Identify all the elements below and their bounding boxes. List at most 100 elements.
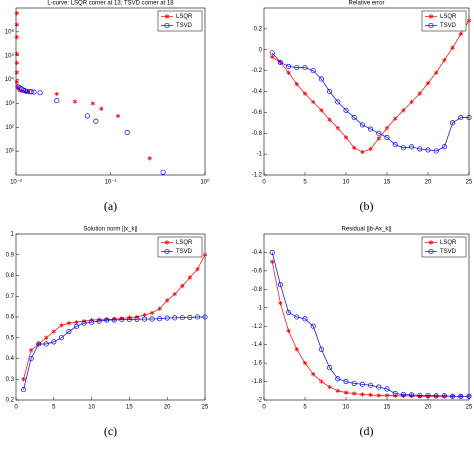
x-tick-label: 10 <box>88 405 95 411</box>
circle-marker <box>441 393 447 399</box>
circle-marker <box>157 316 163 322</box>
legend-marker <box>164 248 170 255</box>
star-marker <box>466 18 472 23</box>
y-tick-label: -0.6 <box>252 110 263 116</box>
circle-marker <box>58 335 64 341</box>
y-tick-label: 10⁵ <box>5 52 15 59</box>
x-tick-label: 10⁻² <box>10 180 22 186</box>
star-marker <box>384 125 390 131</box>
star-marker <box>368 392 373 398</box>
x-tick-label: 10 <box>343 405 350 411</box>
circle-marker <box>84 113 90 119</box>
circle-marker <box>179 315 185 321</box>
y-tick-label: -0.4 <box>252 250 263 256</box>
star-marker <box>59 323 64 328</box>
circle-marker <box>93 118 99 124</box>
caption: (a) <box>104 199 117 213</box>
star-marker <box>335 125 340 131</box>
x-tick-label: 5 <box>52 405 56 411</box>
star-marker <box>319 379 324 384</box>
star-marker <box>286 70 291 75</box>
circle-marker <box>66 328 72 335</box>
y-tick-label: 1 <box>11 232 15 238</box>
x-tick-label: 5 <box>303 180 307 186</box>
y-tick-label: -1 <box>257 305 263 311</box>
star-marker <box>352 391 357 396</box>
x-tick-label: 25 <box>202 405 209 411</box>
star-marker <box>384 393 390 398</box>
circle-marker <box>202 314 208 320</box>
circle-marker <box>21 387 27 393</box>
circle-marker <box>327 88 333 95</box>
star-marker <box>165 298 170 303</box>
plot-frame <box>15 7 206 176</box>
x-tick-label: 0 <box>262 180 266 186</box>
circle-marker <box>368 126 374 132</box>
circle-marker <box>302 64 308 71</box>
y-tick-label: 0.6 <box>6 315 15 321</box>
x-tick-label: 0 <box>262 405 266 411</box>
star-marker <box>99 106 104 111</box>
star-marker <box>294 347 299 352</box>
y-tick-label: 0.9 <box>6 252 15 258</box>
star-marker <box>393 116 398 121</box>
circle-marker <box>400 145 406 151</box>
legend-label: TSVD <box>440 23 457 29</box>
y-tick-label: -0.8 <box>252 287 263 293</box>
legend-marker <box>428 14 434 19</box>
series-line <box>271 52 469 152</box>
circle-marker <box>294 314 300 320</box>
star-marker <box>44 335 49 340</box>
y-tick-label: -2 <box>257 398 263 404</box>
circle-marker <box>51 339 57 345</box>
circle-marker <box>302 316 308 322</box>
circle-marker <box>104 317 110 323</box>
star-marker <box>450 45 455 50</box>
y-tick-label: -0.8 <box>252 131 263 137</box>
circle-marker <box>134 316 140 322</box>
star-marker <box>202 252 208 257</box>
star-marker <box>180 283 185 289</box>
y-tick-label: -1.8 <box>252 379 263 385</box>
circle-marker <box>73 323 80 329</box>
star-marker <box>343 390 349 395</box>
circle-marker <box>392 142 398 148</box>
y-tick-label: -1 <box>257 152 263 158</box>
circle-marker <box>286 309 292 315</box>
circle-marker <box>466 393 472 399</box>
circle-marker <box>28 89 34 95</box>
circle-marker <box>376 384 382 390</box>
circle-marker <box>450 120 456 126</box>
star-marker <box>401 108 406 113</box>
caption: (d) <box>360 424 374 438</box>
y-tick-label: -0.4 <box>252 89 263 95</box>
circle-marker <box>277 59 283 65</box>
star-marker <box>157 306 162 311</box>
circle-marker <box>335 376 341 382</box>
circle-marker <box>450 393 456 399</box>
star-marker <box>72 99 78 104</box>
chart-title: Relative error <box>348 1 384 7</box>
circle-marker <box>310 68 316 74</box>
star-marker <box>14 60 19 66</box>
circle-marker <box>392 390 398 397</box>
plot-frame <box>15 233 206 401</box>
circle-marker <box>400 391 406 398</box>
circle-marker <box>37 90 43 96</box>
star-marker <box>302 360 308 366</box>
x-tick-label: 20 <box>425 180 432 186</box>
star-marker <box>54 91 59 97</box>
plot-frame <box>263 7 470 176</box>
y-tick-label: 0.3 <box>6 377 15 383</box>
star-marker <box>442 57 447 63</box>
star-marker <box>278 300 283 306</box>
legend-marker <box>164 14 170 19</box>
circle-marker <box>417 392 423 398</box>
y-tick-label: -0.6 <box>252 268 263 274</box>
circle-marker <box>286 63 292 70</box>
x-tick-label: 10⁰ <box>200 179 210 186</box>
circle-marker <box>343 107 349 113</box>
x-tick-label: 10⁻¹ <box>105 180 117 186</box>
star-marker <box>311 371 316 377</box>
star-marker <box>21 377 26 382</box>
